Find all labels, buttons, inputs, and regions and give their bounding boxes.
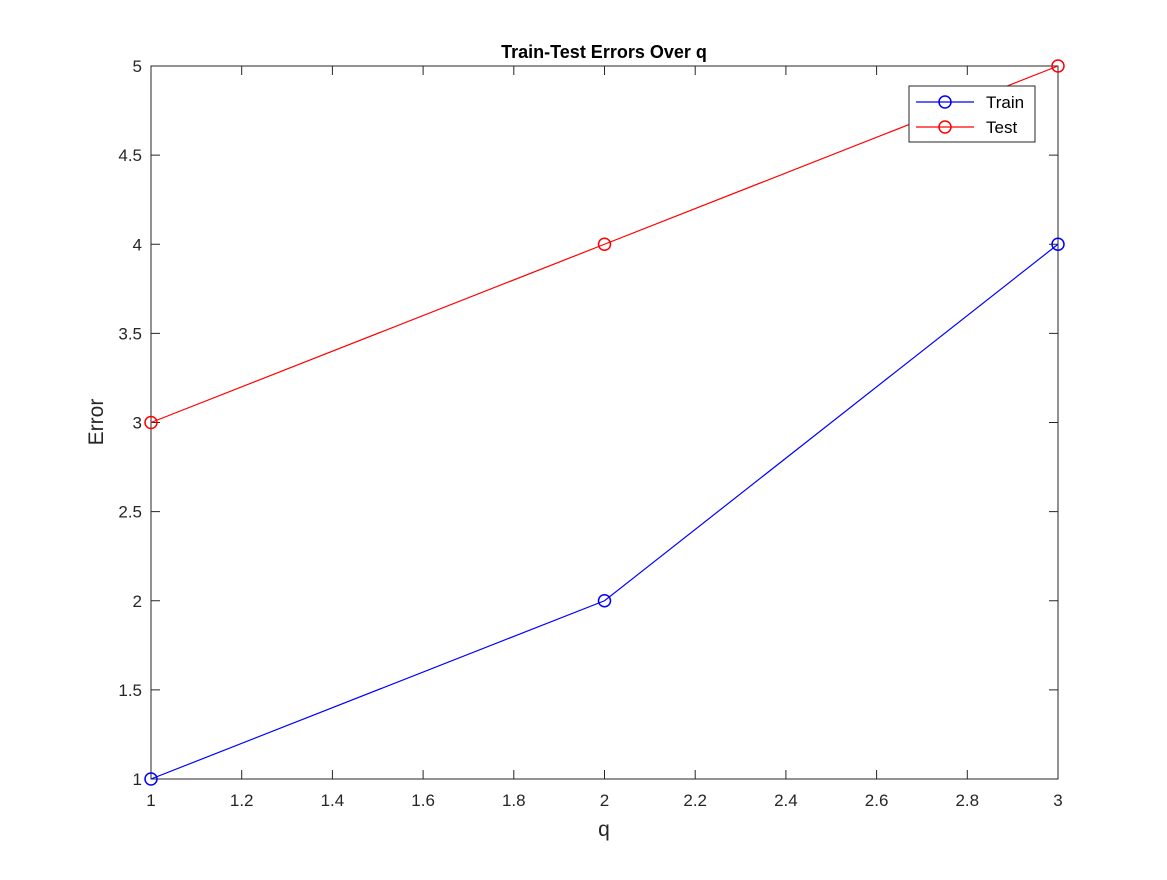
plot-area-box [150, 65, 1059, 780]
data-point-train [1051, 237, 1065, 251]
data-point-train [144, 772, 158, 786]
labels-layer: Train-Test Errors Over q q Error [85, 42, 707, 841]
y-tick-label: 5 [133, 57, 142, 76]
legend-label-test: Test [986, 118, 1017, 137]
y-tick-label: 3 [133, 414, 142, 433]
y-tick-label: 4 [133, 235, 142, 254]
axes: 1 1.2 1.4 1.6 1.8 2 2.2 2.4 2.6 2.8 3 1 1.5 2 2.5 3 3.5 4… [118, 57, 1062, 810]
x-tick-label: 1.2 [230, 791, 254, 810]
x-tick-label: 1.4 [321, 791, 345, 810]
data-point-test [597, 237, 612, 251]
y-tick-label: 4.5 [118, 146, 142, 165]
series-line-train [150, 243, 1059, 780]
y-tick-label: 2 [133, 592, 142, 611]
legend-marker-train [938, 95, 952, 109]
legend: Train Test [908, 85, 1036, 143]
x-tick-label: 2.8 [955, 791, 979, 810]
x-tick-label: 1 [146, 791, 155, 810]
x-axis-label: q [598, 818, 610, 841]
legend-marker-test [938, 120, 952, 134]
y-tick-label: 1 [133, 770, 142, 789]
chart-title: Train-Test Errors Over q [501, 42, 707, 62]
data-point-test [1051, 59, 1065, 73]
y-tick-label: 3.5 [118, 324, 142, 343]
x-tick-label: 2.4 [774, 791, 798, 810]
x-tick-label: 2 [600, 791, 609, 810]
series-line-test [150, 65, 1059, 424]
data-point-test [144, 415, 158, 430]
x-tick-label: 1.8 [502, 791, 526, 810]
y-tick-label: 1.5 [118, 681, 142, 700]
y-axis-label: Error [85, 399, 108, 446]
legend-label-train: Train [986, 93, 1024, 112]
x-tick-label: 2.2 [683, 791, 707, 810]
x-tick-label: 1.6 [411, 791, 435, 810]
x-tick-label: 3 [1053, 791, 1062, 810]
legend-box [908, 85, 1036, 143]
x-tick-label: 2.6 [865, 791, 889, 810]
series-layer [144, 59, 1065, 786]
y-tick-label: 2.5 [118, 503, 142, 522]
data-point-train [597, 594, 612, 608]
